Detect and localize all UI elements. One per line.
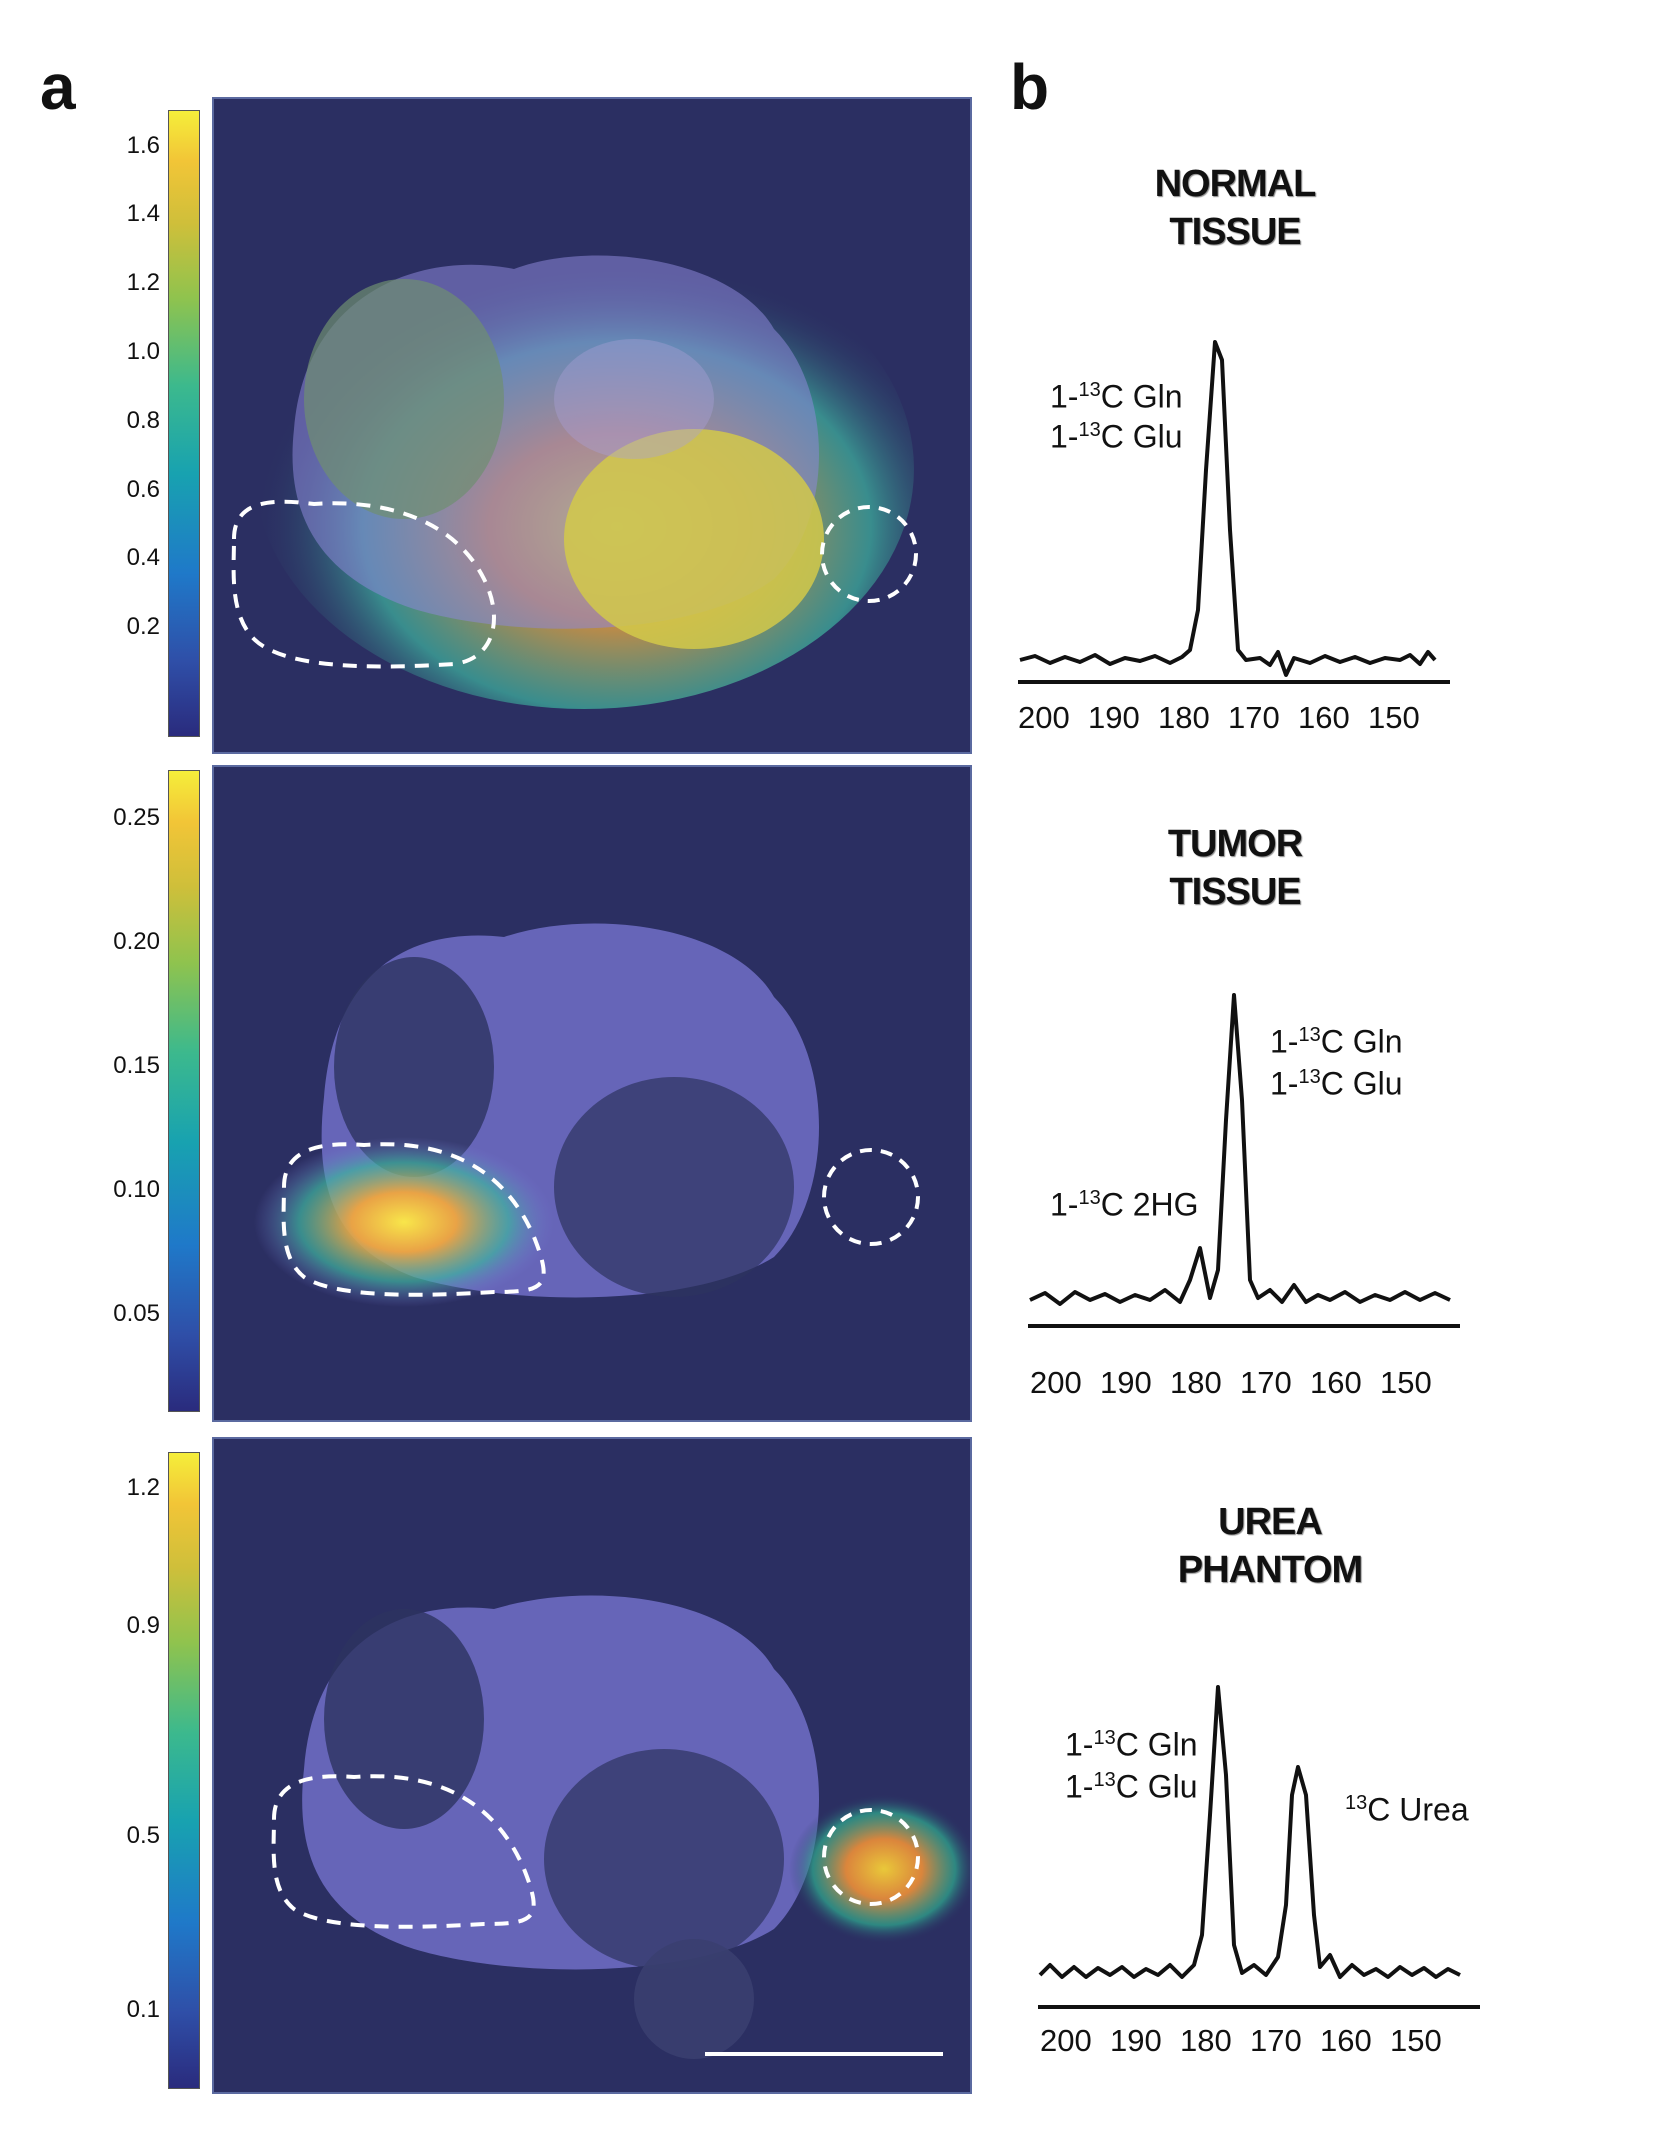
spectrum-3-axis-label: 160 [1320, 2023, 1372, 2058]
spectrum-2-axis-label: 170 [1240, 1365, 1292, 1400]
spectrum-2-label-prefix: 1- [1270, 1023, 1299, 1060]
colorbar-1-tick: 0.4 [126, 544, 160, 571]
colorbar-2-tick: 0.20 [113, 928, 160, 955]
spectrum-1-axis-label: 200 [1018, 700, 1070, 735]
spectrum-3-label-prefix: 1- [1065, 1726, 1094, 1763]
spectrum-2-label-name: C Glu [1320, 1065, 1403, 1102]
spectrum-2-trace [1028, 993, 1460, 1328]
spectrum-2-axis-label: 200 [1030, 1365, 1082, 1400]
spectrum-2-label-glu: 1-13C Glu [1270, 1057, 1403, 1104]
spectrum-3-label-gln: 1-13C Gln [1065, 1718, 1198, 1765]
colorbar-3-tick: 0.9 [126, 1612, 160, 1639]
colorbar-1-tick: 0.8 [126, 407, 160, 434]
colorbar-1-tick: 0.6 [126, 476, 160, 503]
spectrum-3-label-prefix: 1- [1065, 1768, 1094, 1805]
spectrum-2-label-2hg: 1-13C 2HG [1050, 1178, 1199, 1225]
panel-letter-a: a [40, 51, 76, 123]
colorbar-1-tick: 1.0 [126, 338, 160, 365]
colorbar-3-tick: 1.2 [126, 1474, 160, 1501]
spectrum-3-axis-label: 170 [1250, 2023, 1302, 2058]
spectrum-1-label-prefix: 1- [1050, 418, 1079, 455]
spectrum-2-label-iso: 13 [1078, 1187, 1101, 1209]
spectrum-2-label-gln: 1-13C Gln [1270, 1015, 1403, 1062]
mri-image-urea [212, 1437, 972, 2094]
spectrum-3-label-iso: 13 [1093, 1727, 1116, 1749]
mri-image-normal [212, 97, 972, 754]
spectrum-1-title-line1: NORMAL [1154, 163, 1317, 205]
spectrum-3-label-name: C Glu [1115, 1768, 1198, 1805]
spectrum-3-label-iso: 13 [1345, 1792, 1368, 1814]
colorbar-2-tick: 0.25 [113, 804, 160, 831]
spectrum-2-label-name: C 2HG [1100, 1186, 1199, 1223]
colorbar-2 [168, 770, 200, 1412]
colorbar-3-tick: 0.5 [126, 1822, 160, 1849]
colorbar-3-tick: 0.1 [126, 1996, 160, 2023]
spectrum-1-line [1019, 340, 1437, 677]
spectrum-1-title-line2: TISSUE [1169, 211, 1301, 253]
colorbar-1-tick: 1.6 [126, 132, 160, 159]
spectrum-1-label-glu: 1-13C Glu [1050, 410, 1183, 457]
spectrum-3-label-name: C Urea [1367, 1791, 1469, 1828]
spectrum-3-label-urea: 13C Urea [1345, 1783, 1469, 1830]
spectrum-1-label-name: C Glu [1100, 418, 1183, 455]
spectrum-1-title: NORMAL TISSUE [1075, 160, 1395, 256]
spectrum-1-label-iso: 13 [1078, 419, 1101, 441]
spectrum-3-line [1038, 1685, 1461, 1979]
colorbar-1-tick: 1.4 [126, 200, 160, 227]
spectrum-2-label-iso: 13 [1298, 1024, 1321, 1046]
spectrum-2-title-line1: TUMOR [1167, 823, 1303, 865]
spectrum-1-axis-label: 170 [1228, 700, 1280, 735]
colorbar-2-tick: 0.10 [113, 1176, 160, 1203]
colorbar-1 [168, 110, 200, 737]
spectrum-1-label-name: C Gln [1100, 378, 1183, 415]
spectrum-1-axis-label: 190 [1088, 700, 1140, 735]
spectrum-1-axis-label: 160 [1298, 700, 1350, 735]
spectrum-3-axis-label: 200 [1040, 2023, 1092, 2058]
scale-bar [705, 2052, 943, 2056]
spectrum-3-label-glu: 1-13C Glu [1065, 1760, 1198, 1807]
spectrum-2-axis-label: 150 [1380, 1365, 1432, 1400]
spectrum-1-trace [1018, 340, 1450, 684]
spectrum-3-axis-label: 180 [1180, 2023, 1232, 2058]
spectrum-2-title-line2: TISSUE [1169, 871, 1301, 913]
colorbar-1-tick: 0.2 [126, 613, 160, 640]
spectrum-3-trace [1038, 1685, 1480, 2009]
spectrum-2-axis-label: 180 [1170, 1365, 1222, 1400]
colorbar-3 [168, 1452, 200, 2089]
spectrum-1-axis-label: 180 [1158, 700, 1210, 735]
spectrum-1-axis-label: 150 [1368, 700, 1420, 735]
spectrum-2-label-name: C Gln [1320, 1023, 1403, 1060]
spectrum-2-line [1029, 993, 1451, 1306]
spectrum-1-label-iso: 13 [1078, 379, 1101, 401]
spectrum-1-label-gln: 1-13C Gln [1050, 370, 1183, 417]
spectrum-2-label-prefix: 1- [1270, 1065, 1299, 1102]
mri-image-tumor [212, 765, 972, 1422]
spectrum-3-axis-label: 190 [1110, 2023, 1162, 2058]
colorbar-2-tick: 0.15 [113, 1052, 160, 1079]
spectrum-3-title-line2: PHANTOM [1177, 1549, 1363, 1591]
spectrum-3-title-line1: UREA [1218, 1501, 1323, 1543]
spectrum-3-label-name: C Gln [1115, 1726, 1198, 1763]
spectrum-3-title: UREA PHANTOM [1110, 1498, 1430, 1594]
panel-letter-b: b [1010, 51, 1050, 123]
spectrum-3-label-iso: 13 [1093, 1769, 1116, 1791]
spectrum-2-axis-label: 160 [1310, 1365, 1362, 1400]
colorbar-1-tick: 1.2 [126, 269, 160, 296]
spectrum-2-title: TUMOR TISSUE [1075, 820, 1395, 916]
spectrum-2-axis-label: 190 [1100, 1365, 1152, 1400]
spectrum-2-label-prefix: 1- [1050, 1186, 1079, 1223]
spectrum-2-label-iso: 13 [1298, 1066, 1321, 1088]
spectrum-3-axis-label: 150 [1390, 2023, 1442, 2058]
colorbar-2-tick: 0.05 [113, 1300, 160, 1327]
spectrum-1-label-prefix: 1- [1050, 378, 1079, 415]
